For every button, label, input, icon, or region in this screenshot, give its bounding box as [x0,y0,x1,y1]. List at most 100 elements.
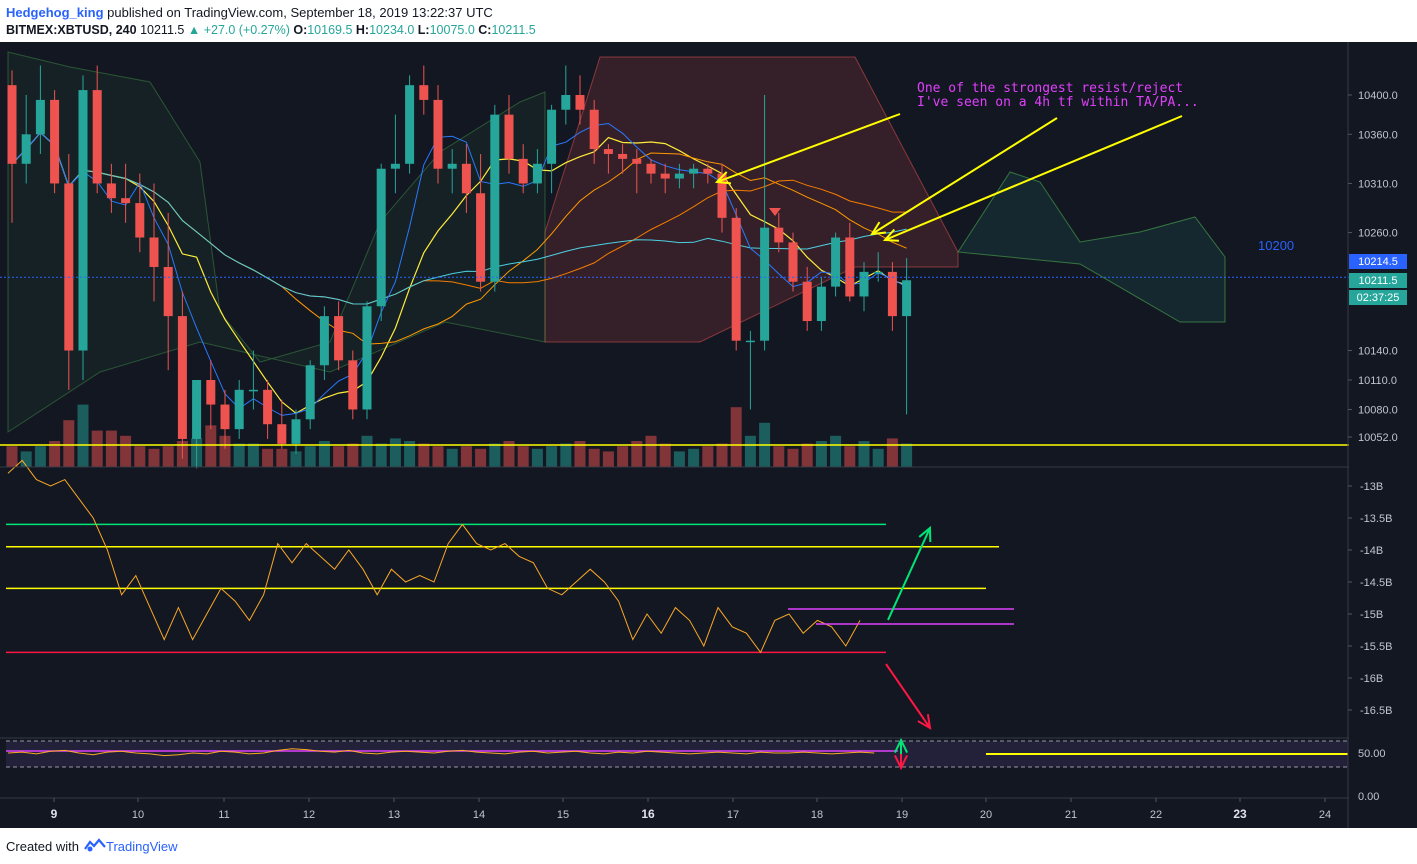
x-tick-label: 20 [980,809,992,821]
author-name[interactable]: Hedgehog_king [6,5,104,20]
red-arrow-down-head [917,714,932,730]
osc-tick-label: -15.5B [1360,641,1392,653]
volume-bar [34,446,46,467]
candle-body [305,365,315,420]
volume-bar [361,435,373,467]
rsi-tick-label: 50.00 [1358,748,1386,760]
candle-body [206,380,216,405]
candle-body [632,158,642,164]
candle-body [476,193,486,282]
volume-bar [702,446,714,467]
volume-bar [503,441,515,467]
volume-bar [844,446,856,467]
candle-body [589,109,599,150]
price-overlays [0,113,1349,446]
candle-body [106,183,116,199]
red-arrow-down [885,663,931,729]
candle-body [859,271,869,297]
volume-bar [404,441,416,467]
volume-bar [63,420,75,467]
volume-bar [886,438,898,467]
osc-tick-label: -14.5B [1360,577,1392,589]
volume-bar [588,448,600,467]
tenkan-line [11,122,907,416]
arrow-resist-1 [716,113,901,183]
candle-body [689,168,699,174]
volume-bar [489,443,501,467]
candle-body [135,203,145,238]
candle-body [802,281,812,322]
volume-bar [531,448,543,467]
candle-body [774,227,784,243]
level-10200-label: 10200 [1258,238,1294,253]
rsi-line [7,748,875,757]
osc-tick-label: -16B [1360,673,1383,685]
high-label: H: [355,23,370,37]
x-tick-label: 21 [1065,809,1077,821]
volume-bar [219,435,231,467]
last-price: 10211.5 [140,23,185,37]
volume-bar [134,446,146,467]
blue-price-tag [1349,254,1407,269]
close-label: C: [478,23,492,37]
volume-bar [602,451,614,467]
x-tick-label: 11 [218,809,229,821]
down-triangle-icon [769,208,781,216]
ichimoku-cloud [7,51,1226,433]
candle-body [248,389,258,392]
candle-body [319,316,329,366]
volume-bar [688,448,700,467]
volume-bar [801,443,813,467]
volume-bar [247,443,259,467]
green-arrow-up [887,527,931,621]
osc-tick-label: -15B [1360,609,1383,621]
osc-tick-label: -13.5B [1360,513,1392,525]
volume-bar [872,448,884,467]
candle-body [902,280,912,317]
candle-body [362,306,372,410]
ohlc-legend: BITMEX:XBTUSD, 240 10211.5 ▲ +27.0 (+0.2… [6,23,536,37]
published-text: published on TradingView.com, September … [107,5,493,20]
candle-body [376,168,386,307]
rsi-red-arrow-head [894,754,908,771]
arrow-resist-2-head [870,221,887,236]
volume-bar [716,443,728,467]
x-tick-label: 24 [1319,809,1331,821]
price-candles[interactable] [7,65,912,469]
volume-bar [432,446,444,467]
x-tick-label: 17 [727,809,739,821]
volume-bar [77,404,89,467]
volume-bar [6,446,18,467]
tradingview-logo-icon[interactable] [84,837,106,853]
countdown-tag-text: 02:37:25 [1357,292,1400,304]
osc-tick-label: -13B [1360,481,1383,493]
candle-body [731,217,741,341]
volume-bar [517,446,529,467]
candle-body [717,173,727,218]
candle-body [64,183,74,351]
candle-body [291,419,301,444]
x-tick-label: 19 [896,809,908,821]
volume-bar [375,443,387,467]
x-tick-label: 18 [811,809,823,821]
volume-bar [773,446,785,467]
open-value: 10169.5 [307,23,353,37]
volume-bar [290,451,302,467]
candle-body [419,85,429,100]
x-tick-label: 14 [473,809,485,821]
chart-canvas[interactable]: 10400.010360.010310.010260.010140.010110… [0,42,1417,828]
candle-body [192,380,202,439]
moving-averages [11,122,907,416]
volume-bar [560,443,572,467]
candle-body [561,95,571,110]
volume-bar [446,448,458,467]
volume-bar [120,435,132,467]
volume-bar [645,435,657,467]
osc-tick-label: -14B [1360,545,1383,557]
tradingview-brand-link[interactable]: TradingView [106,839,178,854]
candle-body [92,90,102,184]
volume-bar [333,446,345,467]
candle-body [575,95,585,110]
volume-bar [617,446,629,467]
candle-body [263,389,273,425]
